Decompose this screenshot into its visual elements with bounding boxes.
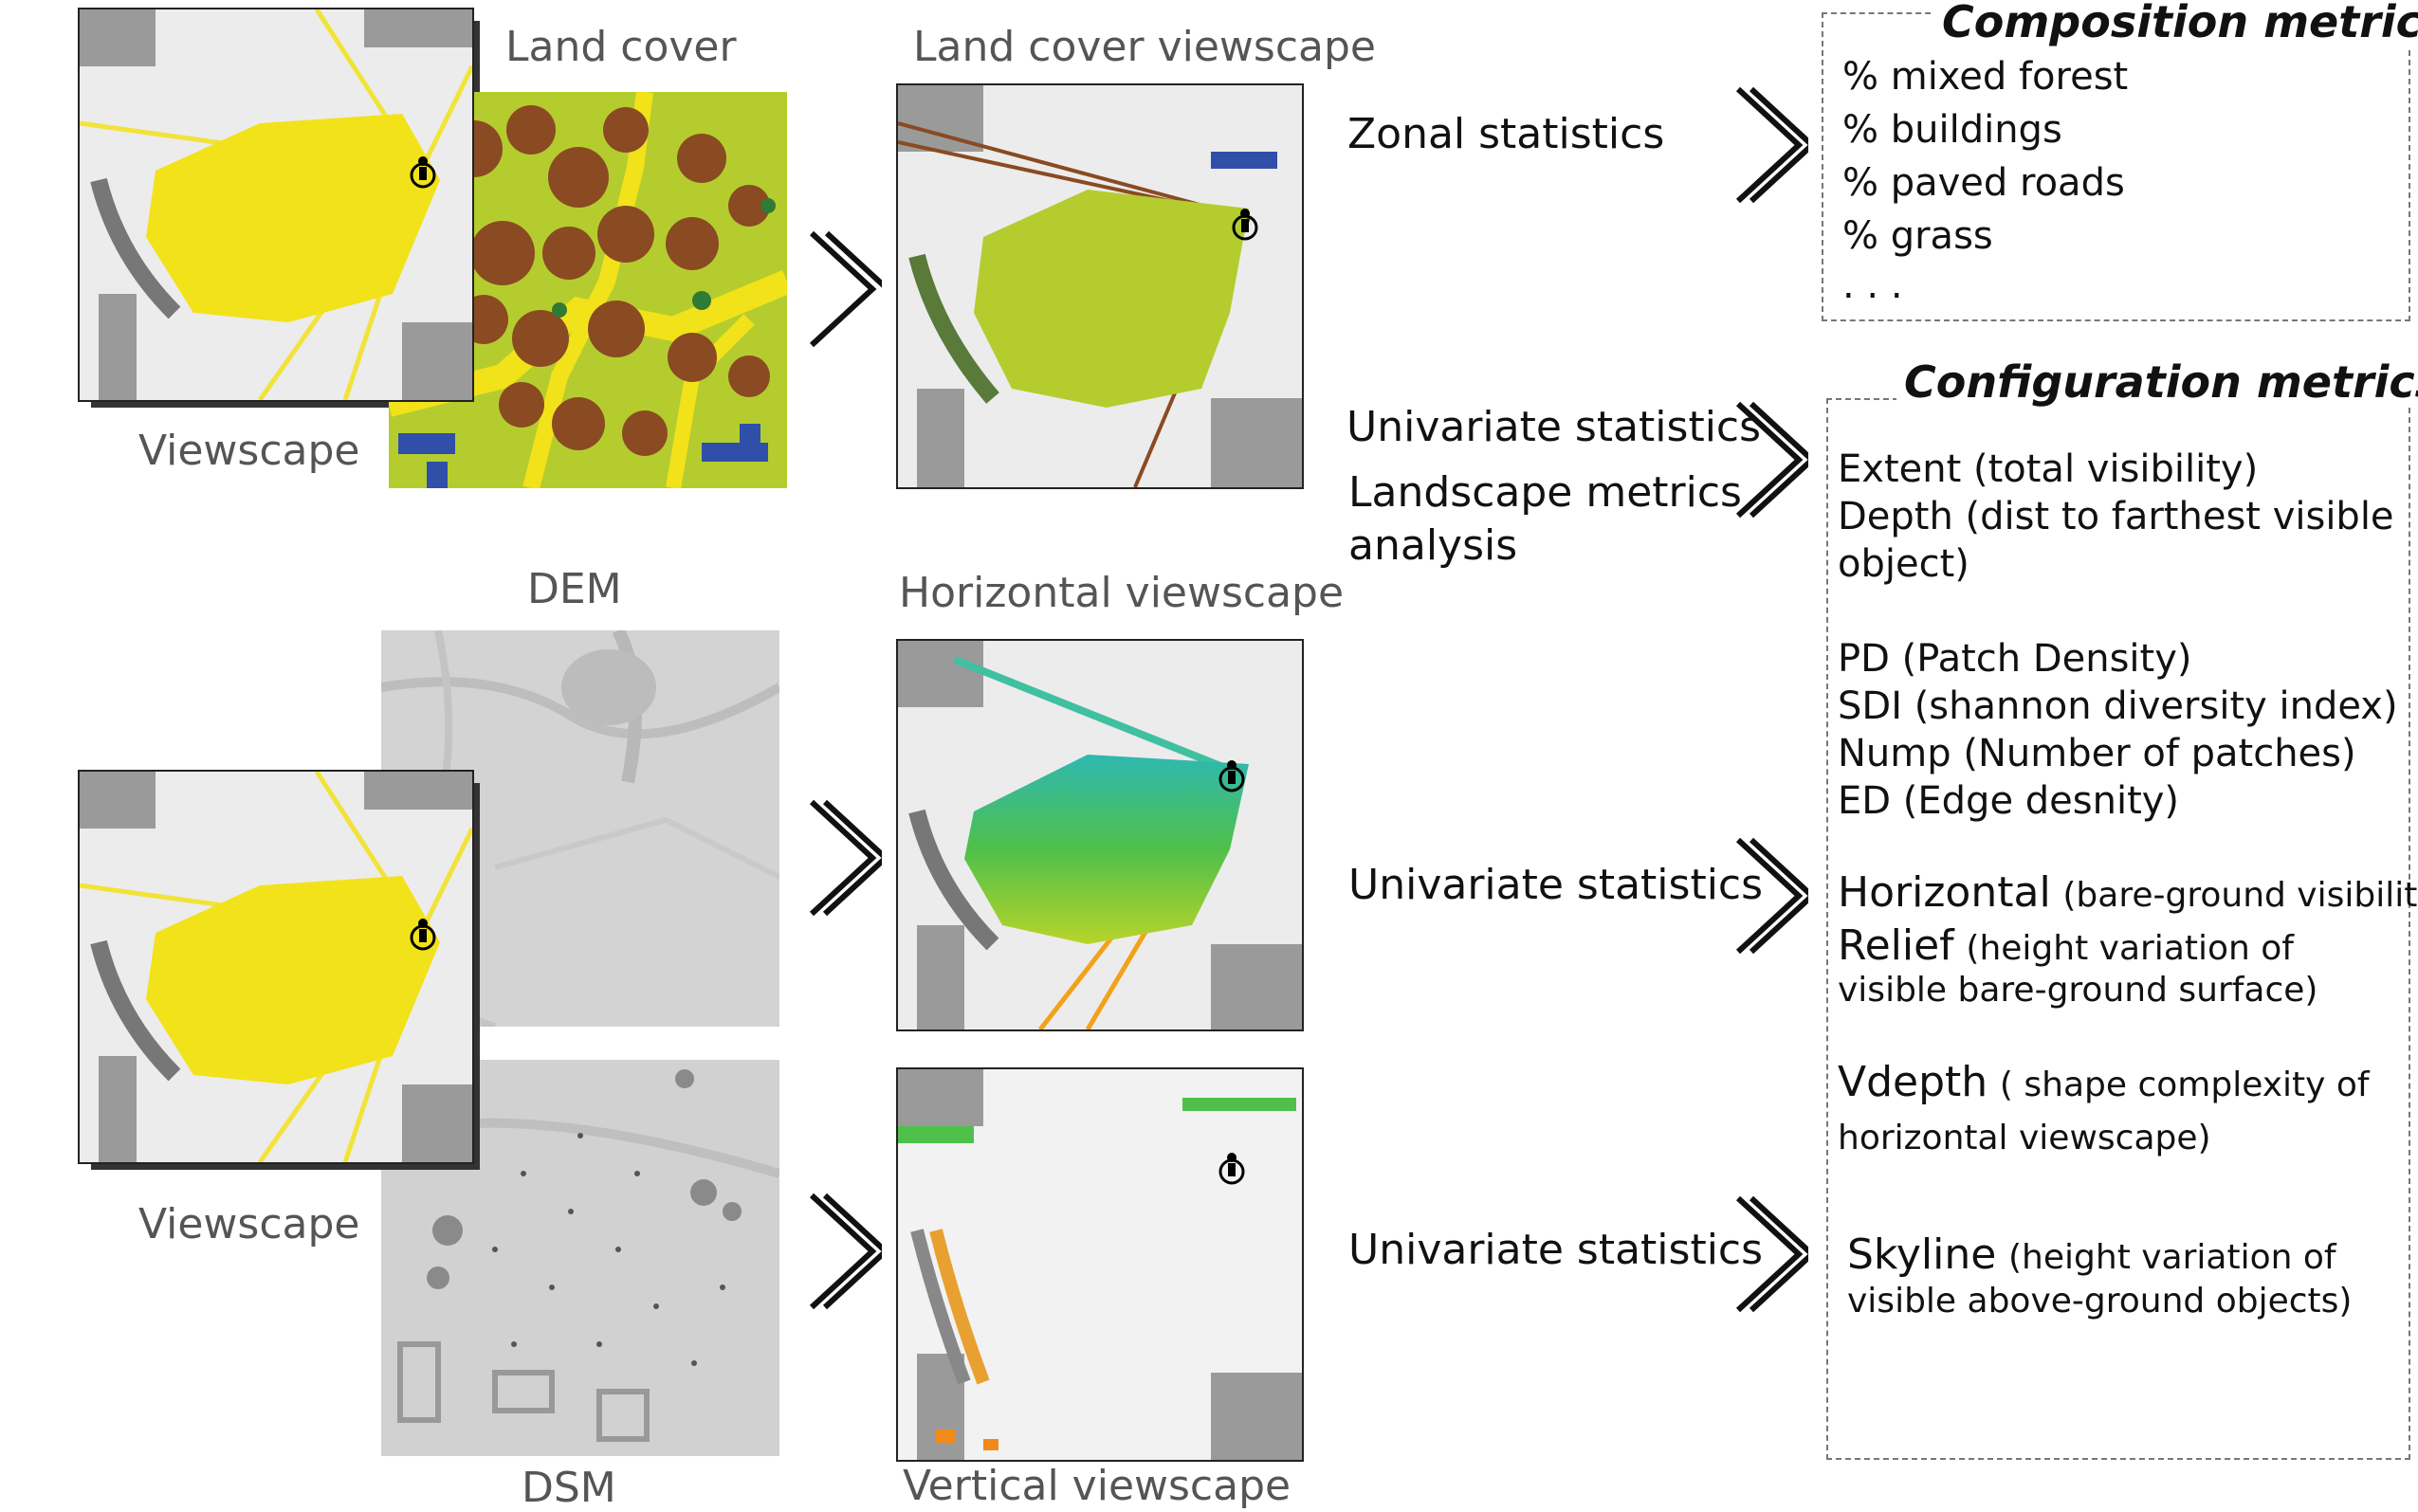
land-cover-viewscape-graphic [898, 85, 1302, 487]
composition-item-mixed-forest: % mixed forest [1842, 55, 2129, 99]
viewscape-panel-top [78, 8, 474, 402]
land-cover-viewscape-label: Land cover viewscape [913, 23, 1376, 71]
config-vdepth-name: Vdepth [1838, 1058, 1988, 1106]
config-relief: Relief (height variation of [1838, 920, 2294, 972]
vertical-viewscape-label: Vertical viewscape [903, 1462, 1291, 1510]
composition-item-buildings: % buildings [1842, 108, 2062, 152]
config-depth-line2: object) [1838, 542, 1969, 586]
config-relief-desc-2: visible bare-ground surface) [1838, 971, 2318, 1010]
configuration-metrics-title: Configuration metrics [1896, 356, 2418, 408]
chevron-right-icon-svg [809, 1193, 882, 1310]
landscape-metrics-label: Landscape metrics [1348, 468, 1742, 517]
config-horizontal-name: Horizontal [1838, 868, 2051, 917]
chevron-right-icon [1732, 398, 1808, 521]
horizontal-viewscape-label: Horizontal viewscape [899, 569, 1345, 617]
config-pd: PD (Patch Density) [1838, 637, 2192, 681]
config-depth-line1: Depth (dist to farthest visible [1838, 495, 2394, 538]
zonal-statistics-label: Zonal statistics [1347, 110, 1665, 158]
chevron-right-icon-svg [1735, 401, 1808, 519]
vertical-viewscape-graphic [898, 1069, 1302, 1460]
config-vdepth-desc-1: ( shape complexity of [1999, 1066, 2370, 1104]
chevron-right-icon-svg [1735, 837, 1808, 955]
land-cover-label: Land cover [505, 23, 737, 71]
person-icon [1232, 209, 1258, 241]
person-icon [1218, 760, 1245, 792]
config-horizontal-desc: (bare-ground visibility) [2062, 876, 2418, 915]
config-vdepth-desc-2: horizontal viewscape) [1838, 1119, 2211, 1157]
config-relief-desc-1: (height variation of [1966, 929, 2294, 968]
viewscape-label-bottom: Viewscape [138, 1200, 360, 1248]
composition-item-paved-roads: % paved roads [1842, 161, 2125, 205]
viewscape-label-top: Viewscape [138, 427, 360, 475]
univariate-statistics-label-3: Univariate statistics [1348, 1226, 1764, 1274]
composition-item-ellipsis: . . . [1842, 264, 1903, 307]
person-icon [410, 919, 436, 951]
horizontal-viewscape-graphic [898, 641, 1302, 1029]
person-icon [1218, 1153, 1245, 1185]
viewscape-graphic-top [80, 9, 472, 400]
config-relief-name: Relief [1838, 921, 1954, 970]
config-horizontal: Horizontal (bare-ground visibility) [1838, 866, 2418, 919]
viewscape-panel-bottom [78, 770, 474, 1164]
horizontal-viewscape-panel [896, 639, 1304, 1031]
dsm-label: DSM [522, 1464, 616, 1512]
config-skyline-name: Skyline [1847, 1230, 1997, 1279]
config-ed: ED (Edge desnity) [1838, 779, 2180, 823]
config-skyline: Skyline (height variation of [1847, 1229, 2336, 1281]
config-skyline-desc-2: visible above-ground objects) [1847, 1282, 2353, 1321]
chevron-right-icon [806, 1190, 882, 1313]
config-skyline-desc-1: (height variation of [2008, 1238, 2336, 1277]
person-icon [410, 156, 436, 189]
chevron-right-icon [1732, 834, 1808, 957]
config-vdepth: Vdepth ( shape complexity of [1838, 1056, 2370, 1108]
config-extent: Extent (total visibility) [1838, 447, 2259, 491]
dem-label: DEM [527, 565, 622, 613]
composition-metrics-title: Composition metrics [1934, 0, 2418, 47]
composition-item-grass: % grass [1842, 214, 1993, 258]
land-cover-viewscape-panel [896, 83, 1304, 489]
chevron-right-icon [806, 228, 882, 351]
vertical-viewscape-panel [896, 1067, 1304, 1462]
chevron-right-icon [806, 796, 882, 920]
analysis-label: analysis [1348, 521, 1518, 570]
chevron-right-icon-svg [1735, 86, 1808, 204]
univariate-statistics-label-2: Univariate statistics [1348, 861, 1764, 909]
config-nump: Nump (Number of patches) [1838, 732, 2356, 775]
chevron-right-icon-svg [1735, 1195, 1808, 1313]
chevron-right-icon-svg [809, 799, 882, 917]
univariate-statistics-label-1: Univariate statistics [1346, 403, 1762, 451]
chevron-right-icon [1732, 1193, 1808, 1316]
chevron-right-icon [1732, 83, 1808, 207]
viewscape-graphic-bottom [80, 772, 472, 1162]
config-sdi: SDI (shannon diversity index) [1838, 684, 2398, 728]
chevron-right-icon-svg [809, 230, 882, 348]
